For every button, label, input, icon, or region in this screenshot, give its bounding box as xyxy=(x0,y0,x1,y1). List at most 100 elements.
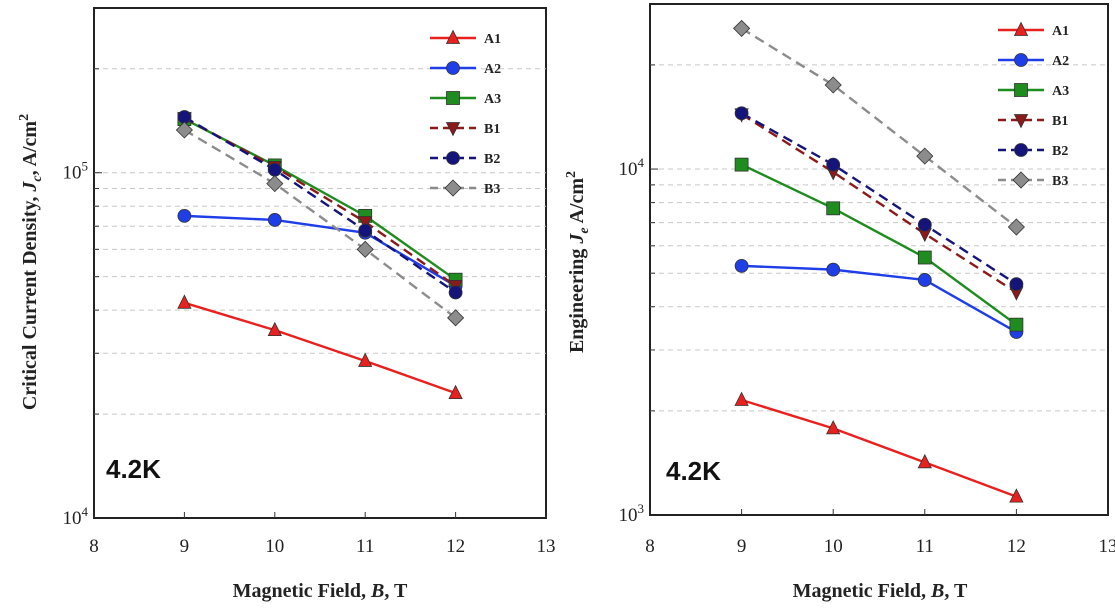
legend-label: A1 xyxy=(484,32,501,47)
left-legend: A1 A2 A3 B1 B2 B3 xyxy=(430,29,501,197)
left-y-tick-labels: 104 105 xyxy=(63,159,89,529)
x-tick-label: 8 xyxy=(645,536,655,557)
legend-item-B3: B3 xyxy=(430,179,500,197)
right-temperature-annotation: 4.2K xyxy=(666,456,721,486)
data-point-A2 xyxy=(826,262,841,277)
x-tick-label: 9 xyxy=(737,536,747,557)
legend-label: B3 xyxy=(1052,174,1068,189)
data-point-A1 xyxy=(917,453,932,469)
legend-marker xyxy=(446,91,460,105)
legend-marker xyxy=(1014,83,1028,97)
data-point-B2 xyxy=(448,285,463,300)
series-B3 xyxy=(733,19,1025,236)
legend-item-A1: A1 xyxy=(430,29,501,47)
legend-marker xyxy=(446,151,460,165)
x-tick-label: 12 xyxy=(1007,536,1026,557)
data-point-A3 xyxy=(1009,317,1024,332)
y-tick-label: 104 xyxy=(63,504,89,529)
data-point-B2 xyxy=(267,162,282,177)
series-A1 xyxy=(177,294,463,400)
legend-item-B1: B1 xyxy=(430,122,500,137)
data-point-B2 xyxy=(917,217,932,232)
x-tick-label: 11 xyxy=(916,536,934,557)
legend-marker xyxy=(444,179,462,197)
legend-marker xyxy=(1012,171,1030,189)
data-point-B3 xyxy=(447,309,465,327)
left-grid xyxy=(94,68,546,415)
data-point-A2 xyxy=(734,258,749,273)
data-point-A1 xyxy=(826,419,841,435)
legend-label: A2 xyxy=(1052,54,1069,69)
right-y-axis-title: Engineering Je A/cm2 xyxy=(564,171,592,353)
legend-item-A2: A2 xyxy=(998,53,1069,69)
left-x-axis-title: Magnetic Field, B, T xyxy=(233,580,408,602)
right-series-layer xyxy=(733,19,1025,503)
data-point-A3 xyxy=(734,157,749,172)
series-A1 xyxy=(734,391,1024,503)
x-tick-label: 9 xyxy=(180,536,190,557)
legend-label: A1 xyxy=(1052,24,1069,39)
series-line-A1 xyxy=(741,398,1017,498)
y-tick-label: 104 xyxy=(619,155,645,180)
series-B3 xyxy=(175,121,465,327)
series-line-B3 xyxy=(183,128,457,319)
data-point-A2 xyxy=(177,208,192,223)
x-tick-label: 11 xyxy=(356,536,374,557)
legend-marker xyxy=(445,29,461,44)
data-point-A1 xyxy=(267,321,282,337)
legend-label: B1 xyxy=(484,122,500,137)
legend-label: A3 xyxy=(1052,84,1069,99)
x-tick-label: 13 xyxy=(537,536,556,557)
right-plot-frame xyxy=(649,3,1109,516)
data-point-B3 xyxy=(1007,218,1025,236)
series-line-A3 xyxy=(183,118,457,281)
right-x-tick-labels: 8 9 10 11 12 13 xyxy=(645,509,1115,557)
series-line-A2 xyxy=(184,214,457,287)
data-point-B3 xyxy=(824,76,842,94)
data-point-A1 xyxy=(448,384,463,400)
legend-marker xyxy=(1013,114,1029,129)
x-tick-label: 13 xyxy=(1099,536,1115,557)
legend-marker xyxy=(1014,143,1028,157)
legend-item-B1: B1 xyxy=(998,114,1068,129)
legend-label: B2 xyxy=(484,152,500,167)
series-line-B1 xyxy=(740,113,1018,294)
legend-label: B3 xyxy=(484,182,500,197)
left-y-axis-title: Critical Current Density, Jc, A/cm2 xyxy=(17,114,45,410)
x-tick-label: 10 xyxy=(824,536,843,557)
left-chart: 8 9 10 11 12 13 104 105 A1 A2 A3 B1 B2 B3 4.2K Magn… xyxy=(17,7,556,602)
data-point-A1 xyxy=(734,391,749,406)
legend-item-B2: B2 xyxy=(430,151,500,167)
data-point-A3 xyxy=(917,250,932,265)
series-A2 xyxy=(177,208,463,293)
right-grid xyxy=(650,64,1108,412)
x-tick-label: 10 xyxy=(265,536,284,557)
right-chart: 8 9 10 11 12 13 103 104 A1 A2 A3 B1 B2 B3 4.2K Magn… xyxy=(564,3,1115,602)
legend-label: B2 xyxy=(1052,144,1068,159)
data-point-A3 xyxy=(826,201,841,216)
legend-marker xyxy=(446,61,460,75)
legend-marker xyxy=(1014,53,1028,67)
data-point-B2 xyxy=(734,106,749,121)
y-tick-label: 105 xyxy=(63,159,89,184)
series-line-A2 xyxy=(741,264,1017,334)
data-point-B3 xyxy=(356,240,374,258)
left-x-tick-labels: 8 9 10 11 12 13 xyxy=(89,512,556,557)
series-line-B2 xyxy=(183,115,457,294)
data-point-B3 xyxy=(733,19,751,37)
legend-item-A1: A1 xyxy=(998,21,1069,39)
series-B2 xyxy=(734,106,1024,291)
data-point-A1 xyxy=(177,294,192,309)
data-point-A2 xyxy=(267,213,282,227)
data-point-B2 xyxy=(358,223,373,238)
series-line-B2 xyxy=(741,112,1018,286)
legend-marker xyxy=(445,122,461,137)
series-B2 xyxy=(177,110,463,300)
legend-label: A2 xyxy=(484,62,501,77)
legend-item-A3: A3 xyxy=(430,91,501,107)
series-line-B3 xyxy=(740,27,1018,228)
data-point-B2 xyxy=(1009,277,1024,291)
series-line-A3 xyxy=(741,163,1018,326)
legend-marker xyxy=(1013,21,1029,36)
